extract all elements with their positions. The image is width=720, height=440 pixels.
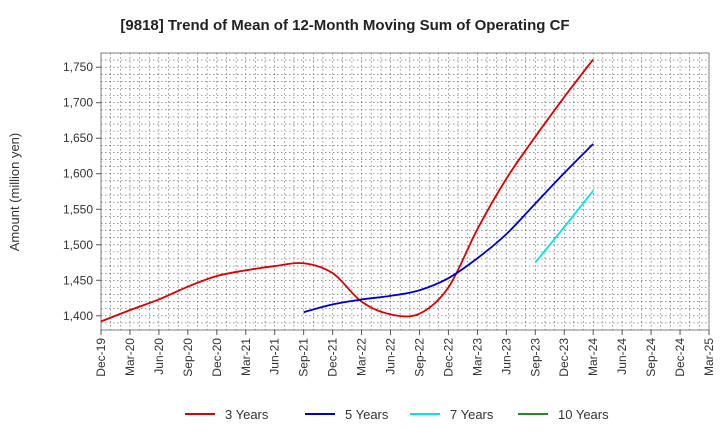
y-axis-ticks: 1,400 1,450 1,500 1,550 1,600 1,650 1,700 1,750 xyxy=(63,60,101,323)
legend-label: 7 Years xyxy=(450,407,494,422)
x-tick-label: Dec-21 xyxy=(326,338,340,377)
x-tick-label: Sep-20 xyxy=(181,338,195,377)
x-tick-label: Sep-23 xyxy=(528,338,542,377)
series-line-5-years xyxy=(303,143,594,314)
y-tick-label: 1,450 xyxy=(63,273,93,287)
y-tick-label: 1,600 xyxy=(63,167,93,181)
y-tick-label: 1,500 xyxy=(63,238,93,252)
y-tick-label: 1,650 xyxy=(63,131,93,145)
x-tick-label: Jun-23 xyxy=(499,338,513,375)
legend-label: 10 Years xyxy=(558,407,609,422)
series-line-7-years xyxy=(534,190,594,264)
y-tick-label: 1,400 xyxy=(63,309,93,323)
x-tick-label: Dec-20 xyxy=(210,338,224,377)
x-tick-label: Mar-23 xyxy=(470,338,484,376)
y-axis-label: Amount (million yen) xyxy=(7,133,22,252)
x-tick-label: Sep-21 xyxy=(297,338,311,377)
y-tick-label: 1,700 xyxy=(63,96,93,110)
x-tick-label: Dec-24 xyxy=(673,338,687,377)
y-tick-label: 1,750 xyxy=(63,60,93,74)
x-tick-label: Dec-22 xyxy=(441,338,455,377)
legend-label: 3 Years xyxy=(225,407,269,422)
x-tick-label: Sep-22 xyxy=(412,338,426,377)
legend-label: 5 Years xyxy=(345,407,389,422)
x-tick-label: Jun-21 xyxy=(268,338,282,375)
chart-title: [9818] Trend of Mean of 12-Month Moving … xyxy=(120,17,569,34)
series-line-3-years xyxy=(100,58,594,323)
x-tick-label: Mar-20 xyxy=(123,338,137,376)
grid-lines xyxy=(100,52,710,331)
x-tick-label: Jun-22 xyxy=(384,338,398,375)
x-tick-label: Sep-24 xyxy=(644,338,658,377)
y-tick-label: 1,550 xyxy=(63,202,93,216)
x-tick-label: Jun-20 xyxy=(152,338,166,375)
x-tick-label: Mar-21 xyxy=(239,338,253,376)
x-tick-label: Mar-25 xyxy=(702,338,716,376)
x-tick-label: Mar-22 xyxy=(355,338,369,376)
x-tick-label: Jun-24 xyxy=(615,338,629,375)
x-tick-label: Mar-24 xyxy=(586,338,600,376)
series-lines xyxy=(100,58,594,323)
plot-area-frame xyxy=(100,52,710,331)
chart-legend: 3 Years 5 Years 7 Years 10 Years xyxy=(185,407,609,422)
x-axis-ticks: Dec-19 Mar-20 Jun-20 Sep-20 Dec-20 Mar-21 Jun-… xyxy=(94,330,716,377)
x-tick-label: Dec-23 xyxy=(557,338,571,377)
x-tick-label: Dec-19 xyxy=(94,338,108,377)
